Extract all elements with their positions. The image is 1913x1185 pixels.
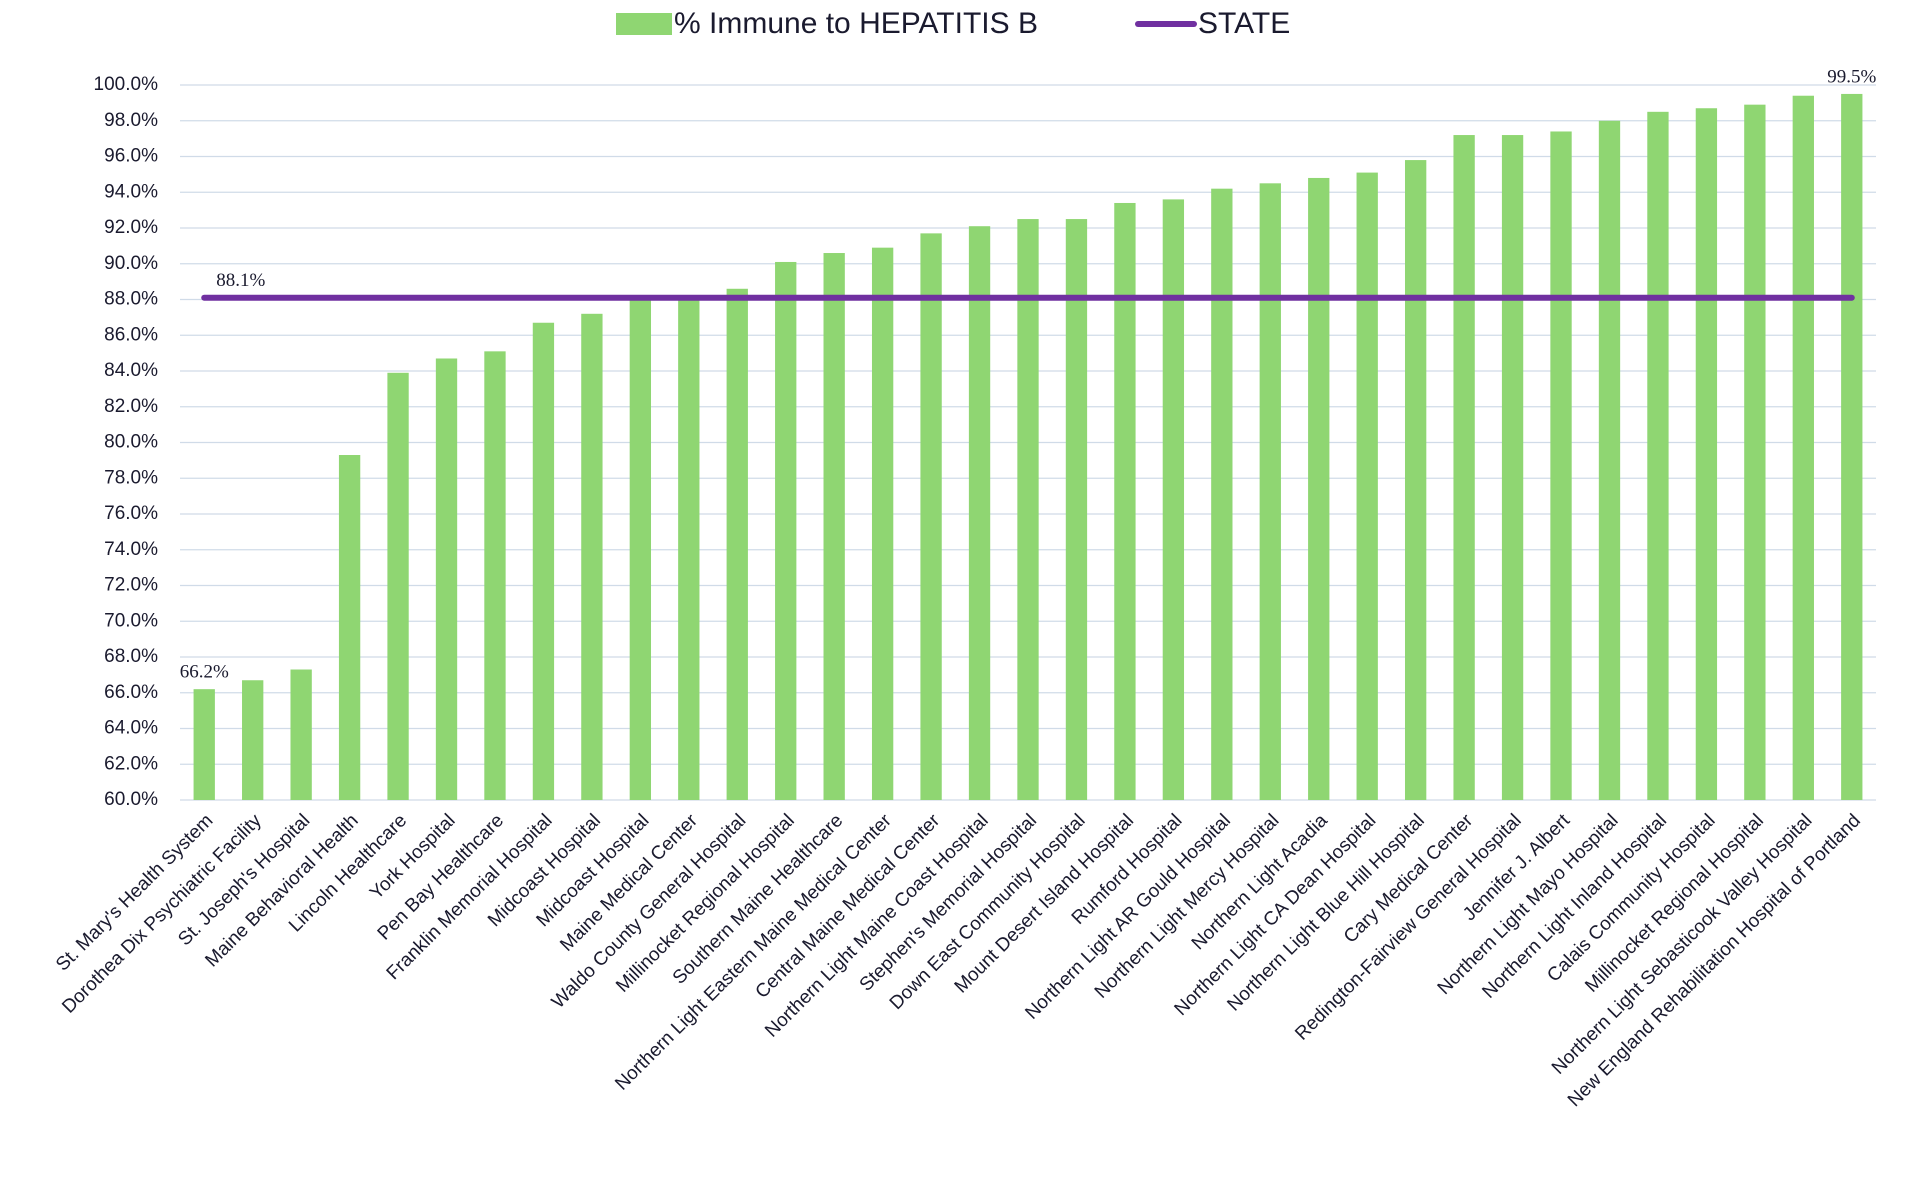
bar (871, 247, 894, 801)
y-tick-label: 60.0% (104, 789, 158, 810)
bar (290, 669, 312, 800)
legend-swatch (616, 13, 672, 35)
bar (1744, 104, 1766, 801)
bar (338, 455, 361, 800)
bar (1065, 219, 1088, 800)
bar (1453, 135, 1475, 801)
x-tick-label: Dorothea Dix Psychiatric Facility (58, 810, 266, 1018)
bar (193, 689, 215, 800)
bar (1017, 219, 1039, 800)
y-tick-label: 98.0% (104, 110, 158, 131)
bar (242, 680, 264, 800)
y-tick-label: 94.0% (104, 181, 158, 202)
y-tick-label: 84.0% (104, 360, 158, 381)
y-tick-label: 100.0% (94, 74, 159, 95)
data-label: 88.1% (216, 270, 265, 291)
y-tick-label: 82.0% (104, 396, 158, 417)
legend-label: % Immune to HEPATITIS B (674, 7, 1038, 40)
bar (1792, 95, 1814, 801)
x-tick-label: Stephen's Memorial Hospital (856, 810, 1041, 995)
bar (581, 313, 603, 800)
y-tick-label: 74.0% (104, 539, 158, 560)
y-tick-label: 92.0% (104, 217, 158, 238)
bar (1501, 135, 1524, 801)
y-tick-label: 86.0% (104, 324, 158, 345)
y-tick-label: 72.0% (104, 575, 158, 596)
bar (823, 253, 845, 800)
bar (629, 299, 652, 800)
bar (1114, 202, 1136, 801)
bar (775, 261, 797, 800)
y-tick-label: 62.0% (104, 753, 158, 774)
bar (726, 288, 748, 800)
bar (1695, 108, 1718, 801)
y-tick-label: 64.0% (104, 718, 158, 739)
y-tick-label: 68.0% (104, 646, 158, 667)
y-tick-label: 76.0% (104, 503, 158, 524)
bar (435, 358, 458, 800)
bar (1404, 160, 1427, 800)
y-tick-label: 80.0% (104, 432, 158, 453)
bar (920, 233, 942, 801)
data-label: 99.5% (1827, 66, 1876, 87)
bar (1211, 188, 1233, 801)
bar (387, 372, 409, 800)
bar (1647, 111, 1669, 800)
bar (678, 299, 700, 800)
bar (1259, 183, 1281, 800)
bar (1162, 199, 1185, 800)
bar (484, 351, 506, 800)
bar (1841, 93, 1863, 800)
bar (1598, 120, 1621, 800)
y-tick-label: 78.0% (104, 467, 158, 488)
y-tick-label: 96.0% (104, 146, 158, 167)
bar (532, 322, 555, 800)
bar (1550, 131, 1572, 801)
y-tick-label: 66.0% (104, 682, 158, 703)
bar (1308, 177, 1330, 800)
y-tick-label: 90.0% (104, 253, 158, 274)
legend-label: STATE (1198, 7, 1290, 40)
bar (1356, 172, 1378, 800)
bar (968, 226, 991, 800)
y-tick-label: 70.0% (104, 610, 158, 631)
y-tick-label: 88.0% (104, 289, 158, 310)
data-label: 66.2% (180, 662, 229, 683)
